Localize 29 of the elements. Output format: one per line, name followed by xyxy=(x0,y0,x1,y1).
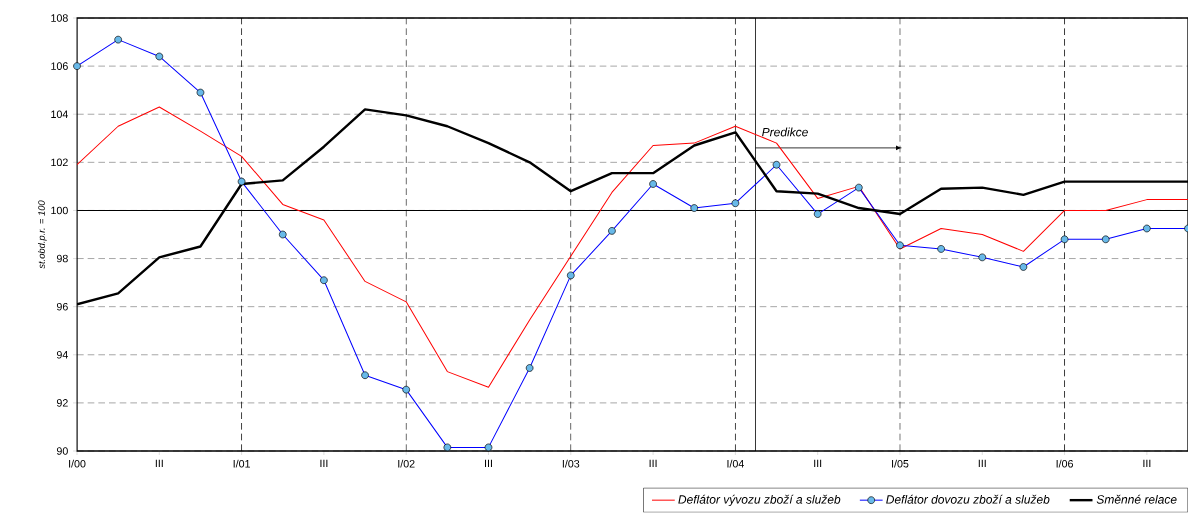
x-tick-label: I/04 xyxy=(727,459,744,468)
x-tick-label: III xyxy=(649,459,657,468)
x-tick-label: III xyxy=(1143,459,1151,468)
y-tick-label: 98 xyxy=(56,254,68,263)
x-tick-label: I/02 xyxy=(398,459,415,468)
ref-line-label: Predikce xyxy=(762,127,808,137)
y-tick-label: 108 xyxy=(51,14,68,22)
x-tick-label: III xyxy=(978,459,986,468)
y-axis-title: st.obd.p.r. = 100 xyxy=(37,200,47,269)
x-tick-label: I/00 xyxy=(69,459,86,468)
y-tick-label: 102 xyxy=(51,158,68,167)
x-tick-label: III xyxy=(485,459,492,468)
x-tick-label: III xyxy=(155,459,163,468)
x-tick-label: I/06 xyxy=(1056,459,1073,468)
x-tick-label: I/03 xyxy=(562,459,580,468)
legend-label: Deflátor vývozu zboží a služeb xyxy=(678,494,841,507)
y-tick-label: 96 xyxy=(56,302,68,311)
x-tick-label: III xyxy=(814,459,822,468)
x-tick-label: III xyxy=(320,459,328,468)
y-tick-label: 106 xyxy=(51,62,68,70)
legend-label: Deflátor dovozu zboží a služeb xyxy=(886,494,1050,504)
y-tick-label: 94 xyxy=(56,351,68,359)
y-tick-label: 90 xyxy=(56,447,68,455)
x-tick-label: I/01 xyxy=(233,459,250,468)
y-tick-label: 104 xyxy=(51,110,68,118)
y-tick-label: 92 xyxy=(56,399,68,407)
y-tick-label: 100 xyxy=(51,206,68,215)
x-tick-label: I/05 xyxy=(892,459,909,468)
legend-label: Směnné relace xyxy=(1096,494,1177,504)
